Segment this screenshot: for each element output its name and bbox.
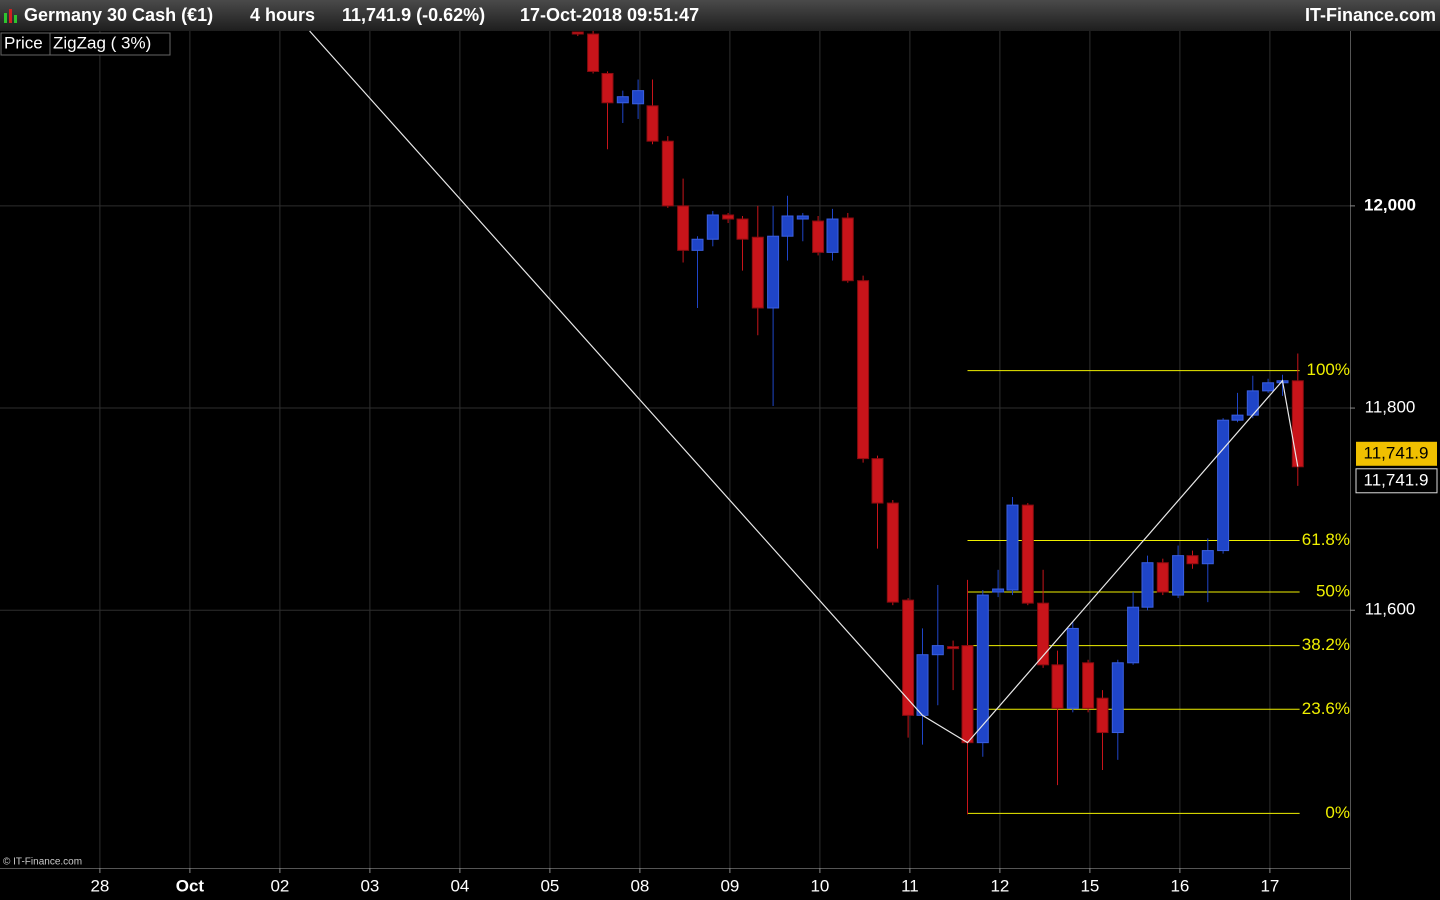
copyright: © IT-Finance.com	[3, 857, 82, 868]
last-price-tag	[1355, 468, 1438, 494]
candle-body	[826, 218, 839, 253]
candle-body	[691, 238, 704, 251]
x-tick-label: 05	[540, 876, 559, 895]
x-tick-label: 11	[901, 876, 919, 895]
x-tick-label: 09	[720, 876, 739, 895]
x-tick-label: 02	[270, 876, 289, 895]
candle-body	[931, 645, 944, 656]
candle-body	[646, 105, 659, 142]
last-price-tag	[1356, 441, 1437, 466]
candle-body	[1262, 382, 1275, 392]
x-tick-label: 17	[1260, 876, 1279, 895]
last-price-label: 11,741.9	[1364, 470, 1429, 489]
candle-body	[961, 645, 974, 744]
x-tick-label: 04	[450, 876, 469, 895]
last-price-label: 11,741.9	[1364, 443, 1429, 462]
fib-label: 50%	[1316, 582, 1350, 601]
candle-body	[677, 205, 690, 251]
candle-body	[1217, 419, 1230, 552]
candle-body	[841, 217, 854, 282]
candle-body	[1291, 380, 1304, 468]
legend-box	[49, 32, 171, 56]
x-tick-label: 03	[360, 876, 379, 895]
candle-body	[781, 215, 794, 237]
timestamp: 17-Oct-2018 09:51:47	[520, 5, 699, 25]
x-tick-label: 10	[810, 876, 829, 895]
y-tick-label: 11,800	[1365, 398, 1416, 417]
candle-body	[1127, 606, 1140, 664]
candle-body	[1066, 627, 1079, 709]
candle-body	[751, 236, 764, 309]
candle-body	[1186, 555, 1199, 565]
x-tick-label: 12	[990, 876, 1009, 895]
candle-body	[1051, 664, 1064, 709]
candle-body	[722, 214, 735, 220]
candle-body	[1082, 662, 1095, 709]
source: IT-Finance.com	[1305, 5, 1436, 25]
candle-body	[706, 214, 719, 240]
legend-zigzag: ZigZag ( 3%)	[53, 33, 151, 52]
candle-body	[857, 280, 870, 460]
candle-body	[1231, 414, 1244, 421]
candle-body	[1037, 602, 1050, 666]
fib-label: 38.2%	[1302, 635, 1350, 654]
candle-body	[736, 218, 749, 240]
zigzag-line	[309, 30, 1299, 744]
x-tick-label: 28	[90, 876, 109, 895]
candle-body	[571, 31, 584, 35]
candle-body	[1111, 662, 1124, 734]
candle-body	[1246, 390, 1259, 416]
candle-body	[992, 588, 1005, 593]
candle-body	[1096, 697, 1109, 734]
x-tick-label: Oct	[176, 876, 205, 895]
x-tick-label: 16	[1170, 876, 1189, 895]
candle-body	[616, 96, 629, 104]
candle-body	[1006, 504, 1019, 591]
candle-body	[902, 599, 915, 716]
candle-body	[812, 220, 825, 253]
instrument-title: Germany 30 Cash (€1)	[24, 5, 213, 25]
candle-body	[587, 33, 600, 72]
candle-body	[1201, 550, 1214, 565]
candle-body	[632, 90, 645, 105]
candle-body	[1141, 562, 1154, 608]
x-tick-label: 08	[630, 876, 649, 895]
candle-body	[1021, 504, 1034, 604]
fib-label: 23.6%	[1302, 699, 1350, 718]
candle-body	[796, 215, 809, 220]
quote: 11,741.9 (-0.62%)	[342, 5, 485, 25]
x-tick-label: 15	[1080, 876, 1099, 895]
header-icon	[4, 9, 17, 23]
y-tick-label: 11,600	[1365, 600, 1416, 619]
candle-body	[976, 594, 989, 744]
candle-body	[1172, 555, 1185, 596]
legend-price: Price	[4, 33, 43, 52]
y-tick-label: 12,000	[1364, 195, 1416, 214]
fib-label: 0%	[1325, 803, 1350, 822]
candle-body	[886, 502, 899, 603]
header-bar	[0, 0, 1440, 31]
candle-body	[601, 72, 614, 104]
candle-body	[947, 646, 960, 650]
candle-body	[1156, 562, 1169, 593]
candle-body	[767, 235, 780, 309]
candle-body	[661, 140, 674, 207]
fib-label: 61.8%	[1302, 530, 1350, 549]
plot-area: 100% 61.8% 50% 38.2% 23.6% 0%	[0, 30, 1350, 868]
candle-body	[916, 654, 929, 716]
candle-body	[871, 458, 884, 504]
fib-label: 100%	[1307, 360, 1350, 379]
timeframe: 4 hours	[250, 5, 315, 25]
